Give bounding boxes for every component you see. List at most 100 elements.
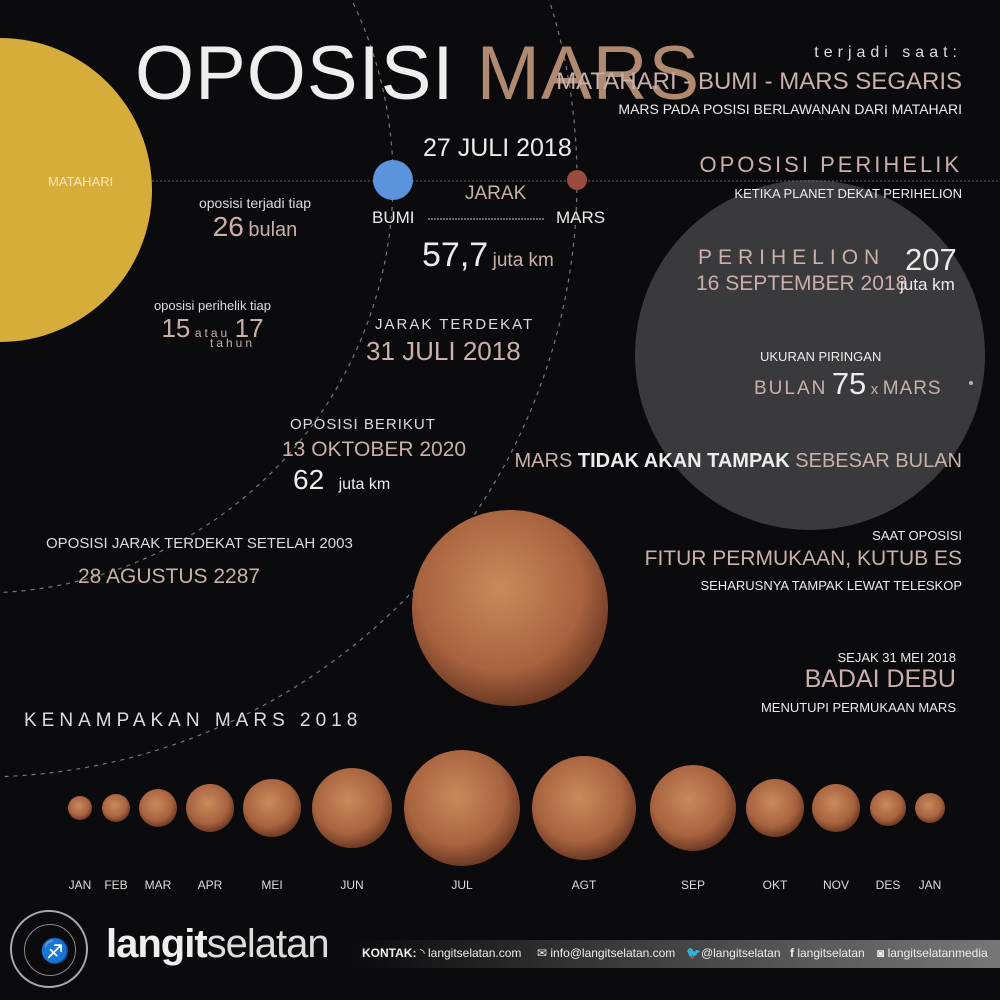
facebook-icon: f — [790, 946, 798, 960]
email-text: info@langitselatan.com — [550, 946, 676, 960]
next-unit: juta km — [338, 476, 391, 493]
perihelion-value: 207 — [905, 242, 957, 277]
twitter-icon: 🐦 — [686, 946, 701, 960]
mars-month-3 — [139, 789, 177, 827]
disc-size-label: UKURAN PIRINGAN — [760, 349, 882, 364]
distance-value: 57,7 juta km — [422, 236, 554, 275]
alignment-title: MATAHARI - BUMI - MARS SEGARIS — [556, 68, 962, 95]
sun — [0, 38, 152, 342]
frequency-value: 26 — [212, 211, 244, 242]
mars-month-2 — [102, 794, 130, 822]
opposition-date: 27 JULI 2018 — [423, 134, 572, 162]
distance-number: 57,7 — [422, 236, 489, 274]
month-label: DES — [875, 878, 901, 892]
mars-month-7 — [404, 750, 520, 866]
sun-label: MATAHARI — [48, 174, 114, 189]
mars-month-1 — [68, 796, 92, 820]
perihelic-value2: 17 — [234, 313, 264, 343]
seal-figure-icon: ♐ — [40, 938, 70, 965]
month-label: OKT — [762, 878, 788, 892]
after2003-label: OPOSISI JARAK TERDEKAT SETELAH 2003 — [46, 535, 353, 552]
frequency-unit: bulan — [248, 219, 298, 241]
facebook-text: langitselatan — [797, 946, 865, 960]
closest-label: JARAK TERDEKAT — [375, 316, 535, 333]
instagram-link[interactable]: ◙ langitselatanmedia — [877, 946, 988, 960]
disc-size-comparison: BULAN 75 x MARS — [754, 366, 942, 402]
month-label: MEI — [261, 878, 283, 892]
perihelic-unit: tahun — [209, 336, 256, 350]
not-as-big: MARS TIDAK AKAN TAMPAK SEBESAR BULAN — [515, 450, 962, 473]
month-label: MAR — [144, 878, 172, 892]
contact-bar — [355, 940, 1000, 968]
mars-label: MARS — [556, 208, 606, 227]
surface-title: FITUR PERMUKAAN, KUTUB ES — [644, 547, 962, 570]
title-oposisi: OPOSISI — [135, 31, 455, 116]
month-label: FEB — [104, 878, 128, 892]
month-label: JUN — [340, 878, 364, 892]
mars-month-6 — [312, 768, 392, 848]
distance-unit: juta km — [492, 250, 554, 271]
page-title: OPOSISI MARS — [135, 30, 700, 117]
mars-month-13 — [915, 793, 945, 823]
logo-seal: ♐ — [10, 910, 88, 988]
month-label: APR — [197, 878, 223, 892]
frequency-label: oposisi terjadi tiap — [198, 195, 312, 211]
perihelion-disc — [635, 180, 985, 530]
perihelic-frequency-label: oposisi perihelik tiap — [153, 298, 272, 313]
brand-bold: langit — [106, 922, 208, 966]
mars-month-11 — [812, 784, 860, 832]
surface-sub: SEHARUSNYA TAMPAK LEWAT TELESKOP — [700, 578, 962, 593]
perihelic-or: atau — [194, 326, 231, 340]
perihelic-title: OPOSISI PERIHELIK — [699, 152, 962, 177]
perihelion-date: 16 SEPTEMBER 2018 — [696, 272, 908, 295]
appearance-title: KENAMPAKAN MARS 2018 — [24, 710, 363, 731]
mars-month-5 — [243, 779, 301, 837]
month-label: JAN — [918, 878, 942, 892]
contact-label: KONTAK: — [362, 946, 417, 960]
moon-label: BULAN — [754, 378, 828, 399]
title-mars: MARS — [476, 31, 701, 116]
ratio-value: 75 — [831, 366, 867, 401]
mars-month-8 — [532, 756, 636, 860]
instagram-icon: ◙ — [877, 946, 888, 960]
next-value: 62 — [293, 464, 325, 495]
distance-label: JARAK — [465, 183, 527, 204]
perihelic-frequency-block: oposisi perihelik tiap 15 atau 17 tahun — [140, 298, 285, 350]
perihelion-label: PERIHELION — [698, 246, 886, 269]
brand-light: selatan — [206, 922, 330, 966]
facebook-link[interactable]: f langitselatan — [790, 946, 865, 960]
month-label: JAN — [68, 878, 92, 892]
storm-title: BADAI DEBU — [804, 665, 956, 693]
mars-month-4 — [186, 784, 234, 832]
twitter-link[interactable]: 🐦@langitselatan — [686, 946, 781, 960]
not-as-big-3: SEBESAR BULAN — [795, 450, 962, 472]
storm-label: SEJAK 31 MEI 2018 — [837, 650, 956, 665]
not-as-big-1: MARS — [514, 450, 573, 472]
month-label: AGT — [571, 878, 597, 892]
month-label: NOV — [822, 878, 849, 892]
instagram-text: langitselatanmedia — [887, 946, 988, 960]
mars-month-9 — [650, 765, 736, 851]
month-label: JUL — [451, 878, 473, 892]
mars-month-10 — [746, 779, 804, 837]
intro-text: terjadi saat: — [814, 44, 962, 61]
surface-label: SAAT OPOSISI — [872, 528, 962, 543]
email-link[interactable]: ✉ info@langitselatan.com — [537, 946, 675, 960]
mars-large-image — [412, 510, 608, 706]
mars-small-dot — [969, 381, 973, 385]
closest-date: 31 JULI 2018 — [366, 336, 521, 366]
perihelic-sub: KETIKA PLANET DEKAT PERIHELION — [734, 186, 962, 201]
next-label: OPOSISI BERIKUT — [290, 416, 436, 433]
times-sign: x — [870, 381, 879, 398]
website-link[interactable]: ◝ langitselatan.com — [420, 946, 521, 960]
perihelic-value1: 15 — [161, 313, 191, 343]
next-distance: 62 juta km — [293, 464, 390, 496]
rss-icon: ◝ — [420, 946, 428, 960]
alignment-sub: MARS PADA POSISI BERLAWANAN DARI MATAHAR… — [618, 101, 962, 117]
mail-icon: ✉ — [537, 946, 551, 960]
next-date: 13 OKTOBER 2020 — [282, 438, 467, 461]
twitter-text: @langitselatan — [700, 946, 781, 960]
mars-month-12 — [870, 790, 906, 826]
perihelion-unit: juta km — [900, 275, 955, 294]
